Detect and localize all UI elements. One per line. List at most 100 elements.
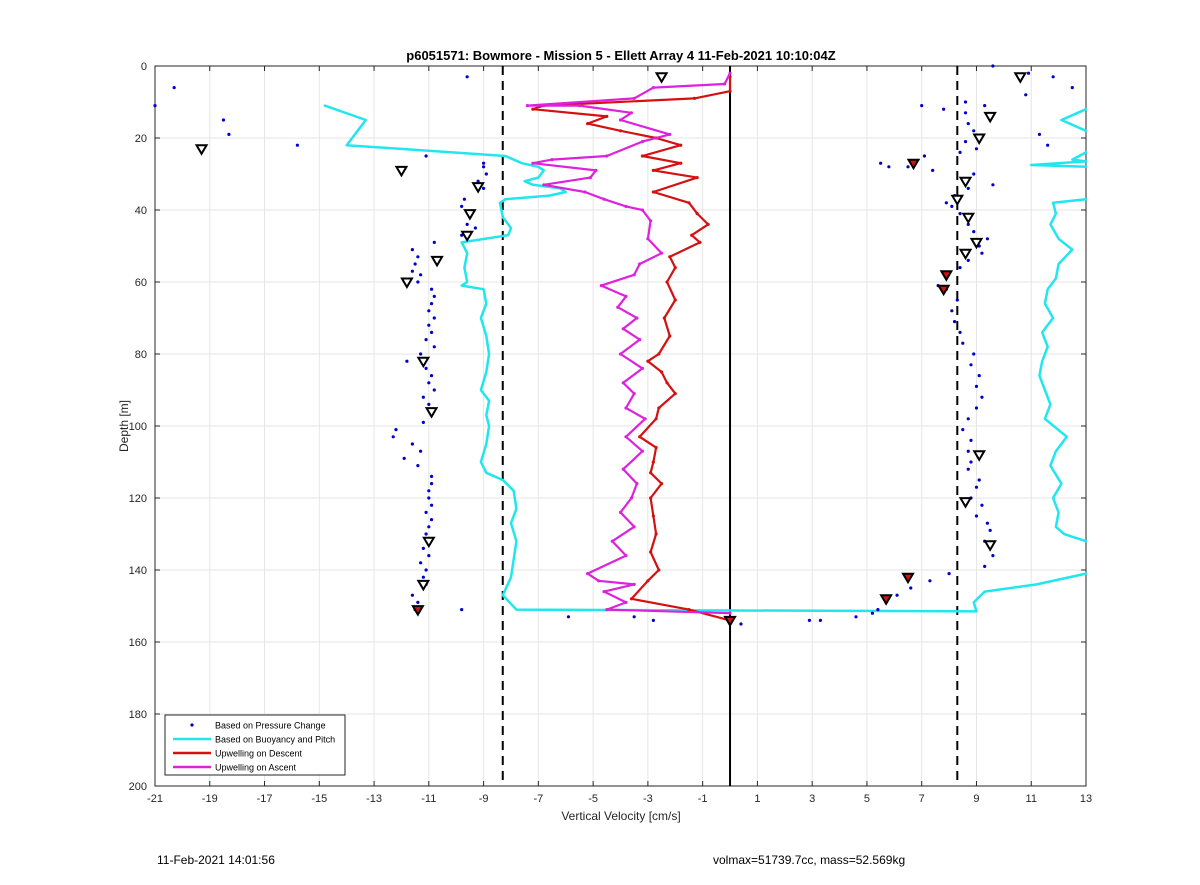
series [153, 64, 1088, 628]
ascent-point [605, 154, 609, 158]
legend-label: Upwelling on Ascent [215, 763, 297, 773]
pressure-point [427, 525, 431, 529]
pressure-point [961, 428, 965, 432]
ascent-point [635, 482, 639, 486]
y-tick-label: 0 [141, 61, 147, 73]
pressure-point [462, 197, 467, 201]
pressure-point [651, 618, 655, 623]
descent-point [690, 233, 694, 237]
pressure-point [739, 622, 743, 626]
pressure-point [427, 381, 431, 385]
descent-point [629, 597, 634, 601]
pressure-point [922, 154, 927, 158]
ascent-marker [961, 212, 976, 225]
pressure-point [966, 186, 970, 190]
pressure-point [405, 359, 409, 363]
ascent-point [640, 140, 645, 144]
pressure-point [432, 345, 436, 349]
pressure-point [476, 179, 480, 183]
pressure-point [988, 528, 992, 533]
pressure-point [424, 366, 428, 370]
pressure-point [991, 554, 995, 558]
ascent-point [586, 572, 590, 576]
x-tick-label: 3 [809, 793, 815, 805]
ascent-marker [972, 133, 986, 145]
footer-volmax-mass: volmax=51739.7cc, mass=52.569kg [713, 853, 906, 867]
ascent-marker [950, 194, 965, 207]
pressure-point [928, 579, 932, 583]
ascent-point [624, 435, 628, 439]
x-tick-label: -11 [421, 793, 436, 805]
pressure-point [421, 546, 425, 551]
ascent-point [618, 510, 623, 514]
pressure-point [974, 514, 979, 518]
pressure-point [1024, 93, 1028, 97]
ascent-point [610, 539, 614, 543]
pressure-point [460, 608, 464, 612]
y-tick-label: 200 [129, 781, 147, 793]
pressure-point [942, 107, 946, 111]
descent-point [668, 334, 672, 338]
pressure-point [983, 104, 987, 108]
descent-marker [901, 572, 915, 585]
reference-lines [501, 66, 959, 786]
pressure-point [473, 226, 477, 230]
pressure-point [974, 406, 979, 410]
pressure-point [969, 438, 973, 442]
pressure-point [955, 298, 959, 302]
x-tick-label: -7 [533, 793, 543, 805]
ascent-marker [471, 182, 485, 194]
buoyancy-pitch-line [1060, 107, 1088, 133]
pressure-point [972, 352, 976, 356]
pressure-point [295, 143, 299, 147]
pressure-point [429, 302, 434, 306]
pressure-point [429, 518, 434, 522]
ascent-point [624, 554, 628, 558]
ascent-point [629, 496, 634, 500]
pressure-point [972, 230, 976, 234]
y-tick-label: 20 [135, 133, 147, 145]
pressure-point [1046, 143, 1050, 147]
pressure-point [1070, 86, 1074, 90]
descent-point [659, 482, 664, 486]
pressure-point [1026, 71, 1031, 75]
legend-swatch [190, 723, 194, 727]
descent-point [679, 161, 683, 165]
descent-marker [879, 594, 893, 606]
plot-border [154, 65, 1087, 787]
ascent-point [632, 273, 636, 277]
descent-marker [723, 615, 737, 628]
ascent-point [632, 525, 636, 529]
ascent-point [659, 251, 664, 255]
descent-point [640, 154, 645, 158]
ascent-marker [394, 165, 409, 178]
pressure-point [966, 258, 970, 262]
ascent-point [638, 262, 642, 266]
ascent-point [624, 406, 628, 410]
pressure-point [887, 165, 891, 169]
ascent-point [596, 579, 601, 583]
descent-point [651, 460, 655, 464]
pressure-point [958, 150, 962, 154]
ascent-marker [460, 230, 474, 243]
ascent-marker [983, 111, 997, 124]
x-tick-label: -9 [479, 793, 489, 805]
descent-point [654, 446, 658, 450]
ascent-point [621, 381, 625, 385]
ascent-point [668, 132, 672, 136]
x-tick-label: -17 [257, 793, 273, 805]
pressure-point [944, 201, 948, 205]
ascent-point [643, 417, 647, 421]
pressure-point [424, 532, 428, 536]
descent-marker [411, 605, 425, 617]
ascent-point [640, 208, 645, 212]
pressure-point [974, 147, 979, 151]
pressure-point [410, 269, 414, 273]
ascent-point [588, 176, 592, 180]
chart-title: p6051571: Bowmore - Mission 5 - Ellett A… [406, 48, 835, 63]
ascent-marker [983, 540, 997, 552]
ascent-marker [416, 356, 431, 369]
x-axis-label: Vertical Velocity [cm/s] [561, 809, 680, 823]
pressure-point [807, 618, 812, 623]
pressure-point [966, 467, 970, 471]
